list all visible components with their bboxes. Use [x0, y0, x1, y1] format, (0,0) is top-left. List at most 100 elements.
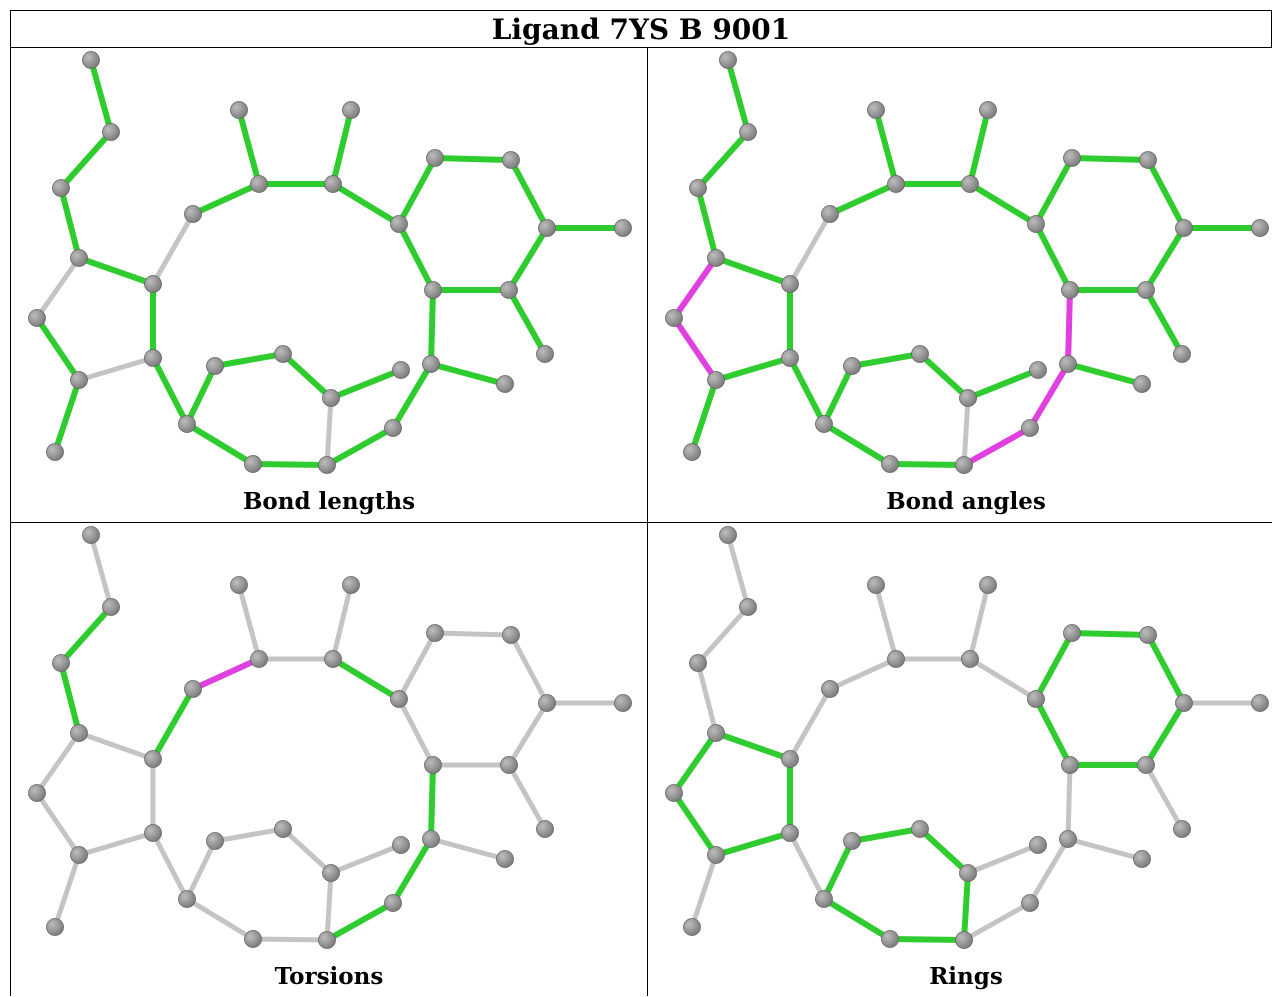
atom: [739, 123, 757, 141]
bond: [52, 852, 82, 930]
bond: [887, 936, 967, 943]
atom: [500, 756, 518, 774]
bond: [184, 896, 256, 942]
atom: [781, 750, 799, 768]
atom: [719, 526, 737, 544]
bond: [76, 255, 156, 287]
atom: [911, 820, 929, 838]
bond: [713, 830, 793, 858]
bond: [787, 686, 833, 762]
bond: [689, 852, 719, 930]
atom: [502, 151, 520, 169]
bond: [58, 604, 114, 666]
bond: [390, 361, 434, 431]
bond: [328, 367, 404, 401]
bond: [787, 355, 827, 427]
bond: [713, 355, 793, 383]
atom: [342, 101, 360, 119]
bond: [184, 363, 218, 427]
atom: [707, 846, 725, 864]
caption-rings: Rings: [929, 963, 1003, 990]
atom: [70, 249, 88, 267]
atom: [144, 349, 162, 367]
bond: [787, 830, 827, 902]
bond: [887, 461, 967, 468]
bond: [965, 367, 1041, 401]
bond: [324, 425, 396, 468]
atom: [274, 820, 292, 838]
bond: [52, 377, 82, 455]
atom: [1251, 694, 1269, 712]
molecule-bond-angles: [665, 51, 1269, 474]
atom: [614, 219, 632, 237]
bond: [1033, 696, 1073, 768]
caption-bond-lengths: Bond lengths: [242, 488, 416, 515]
bond: [1065, 361, 1145, 387]
atom: [52, 179, 70, 197]
panel-rings: Rings: [648, 523, 1275, 997]
bond: [1065, 287, 1073, 367]
atom: [1251, 219, 1269, 237]
bond: [961, 425, 1033, 468]
bond: [1065, 762, 1073, 842]
atom: [979, 576, 997, 594]
atom: [1059, 355, 1077, 373]
atom: [959, 389, 977, 407]
atom: [1175, 694, 1193, 712]
bond: [873, 582, 899, 662]
atom: [1133, 850, 1151, 868]
bond: [236, 582, 262, 662]
bond: [1033, 221, 1073, 293]
bond: [821, 363, 855, 427]
bond: [849, 826, 923, 844]
atom: [1029, 361, 1047, 379]
bond: [76, 730, 156, 762]
bond: [873, 107, 899, 187]
bond: [506, 287, 548, 357]
bond: [821, 421, 893, 467]
atom: [318, 931, 336, 949]
atom: [70, 371, 88, 389]
atom: [815, 415, 833, 433]
atom: [665, 309, 683, 327]
bond: [324, 395, 334, 468]
atom: [689, 654, 707, 672]
bond: [34, 315, 82, 383]
grid-line-center: [647, 47, 648, 996]
bond: [428, 836, 508, 862]
bond: [671, 315, 719, 383]
figure-title: Ligand 7YS B 9001: [10, 10, 1272, 47]
atom: [881, 930, 899, 948]
atom: [1059, 830, 1077, 848]
bond: [58, 129, 114, 191]
bond: [695, 129, 751, 191]
bond: [330, 181, 402, 227]
atom: [887, 650, 905, 668]
bond: [961, 395, 971, 468]
atom: [1139, 151, 1157, 169]
bond: [324, 870, 334, 943]
atom: [538, 694, 556, 712]
bond: [967, 582, 991, 662]
bond: [236, 107, 262, 187]
panel-bond-angles: Bond angles: [648, 48, 1275, 522]
bond: [725, 57, 751, 135]
atom: [911, 345, 929, 363]
atom: [390, 215, 408, 233]
atom: [324, 650, 342, 668]
bond: [1069, 155, 1151, 163]
atom: [244, 455, 262, 473]
bond: [212, 826, 286, 844]
bond: [821, 896, 893, 942]
bond: [330, 107, 354, 187]
bond: [961, 900, 1033, 943]
bond: [280, 826, 334, 876]
atom: [424, 756, 442, 774]
bond: [695, 185, 719, 261]
bond: [1145, 632, 1187, 706]
atom: [46, 918, 64, 936]
atom: [496, 375, 514, 393]
bond: [212, 351, 286, 369]
atom: [614, 694, 632, 712]
